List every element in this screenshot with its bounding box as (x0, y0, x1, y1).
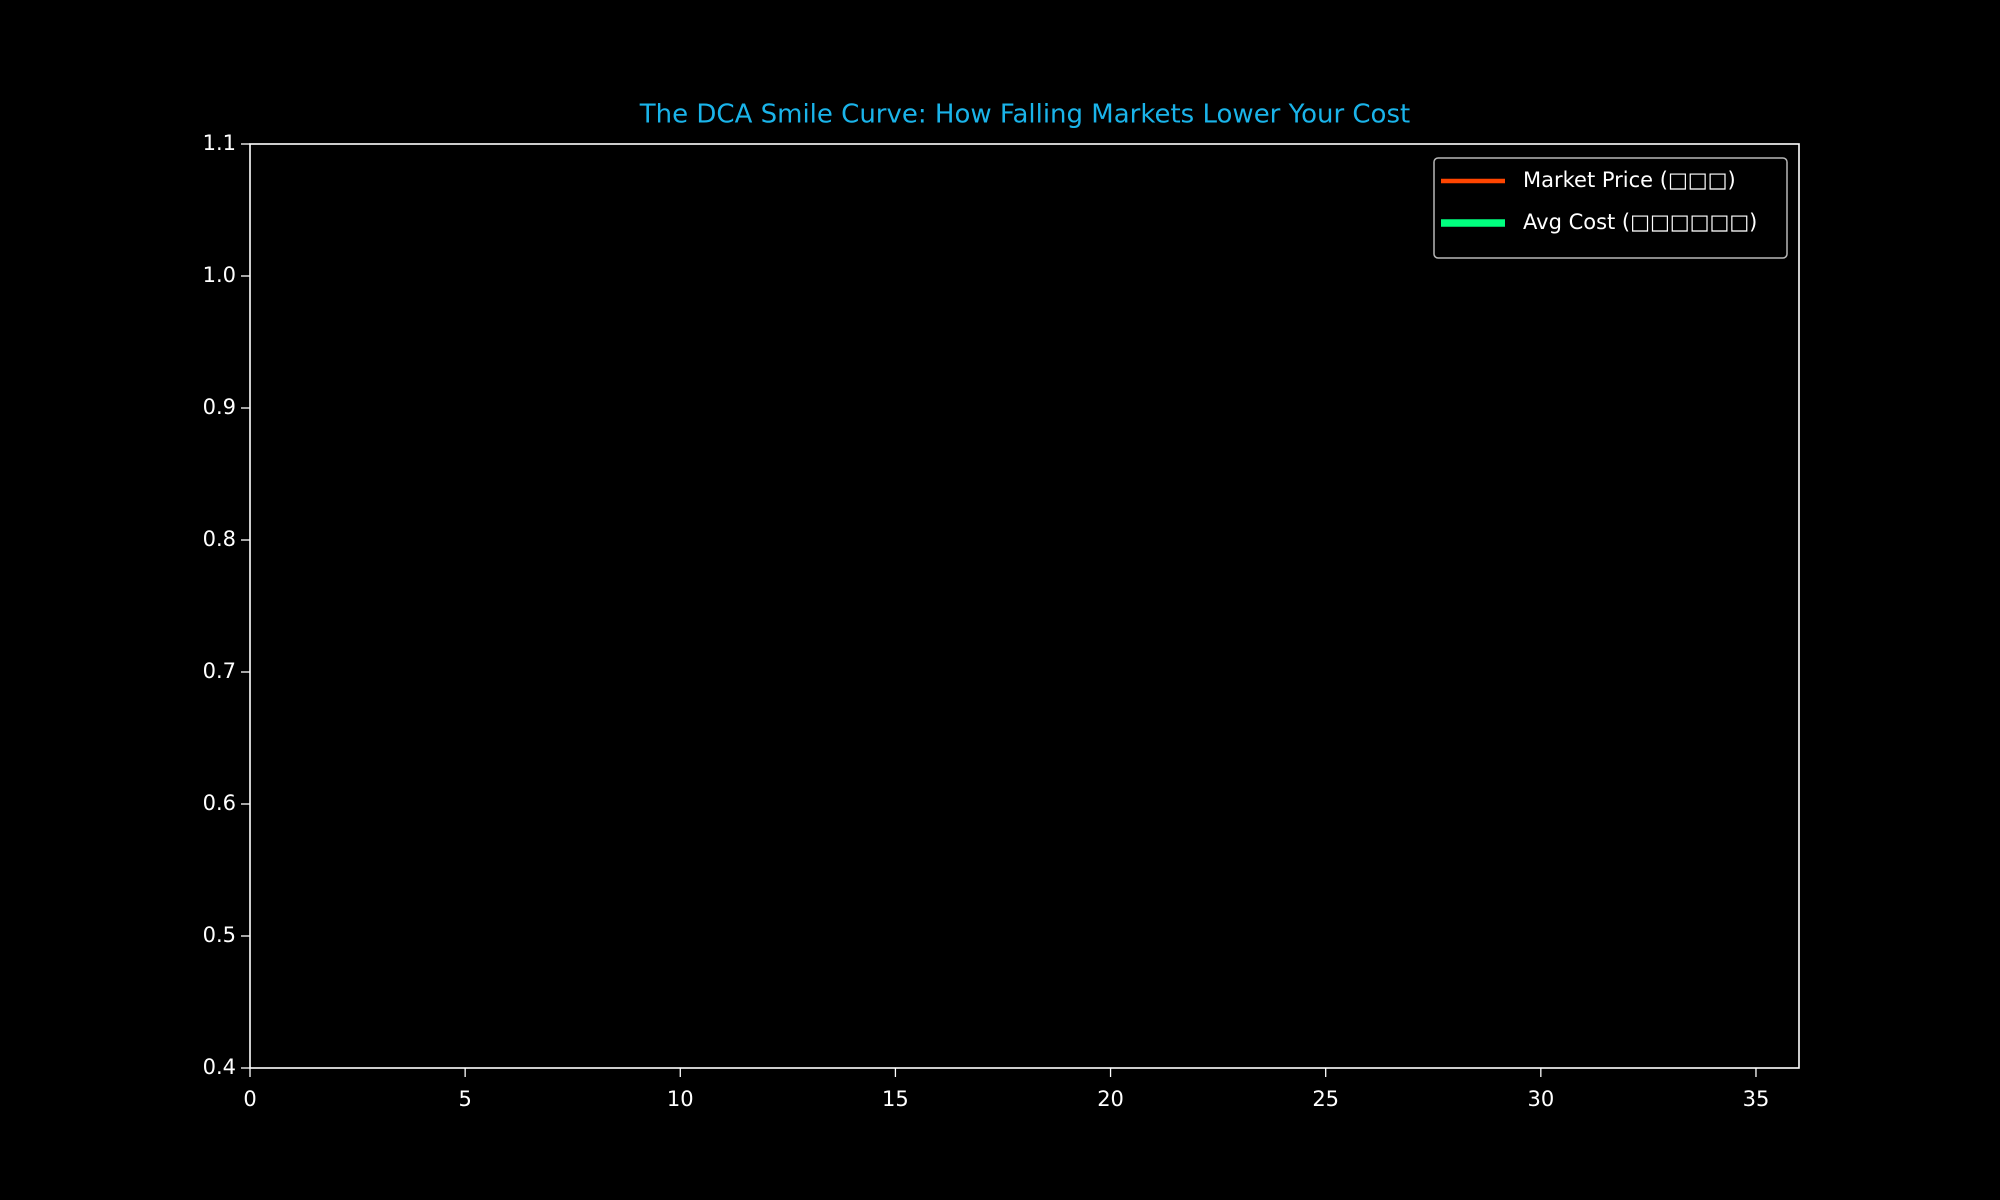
y-tick-label: 0.7 (203, 659, 236, 683)
legend-box (1433, 157, 1788, 259)
chart-title: The DCA Smile Curve: How Falling Markets… (639, 100, 1410, 130)
x-tick-label: 20 (1097, 1087, 1124, 1111)
legend-label: Market Price (□□□) (1523, 168, 1736, 192)
x-tick-label: 30 (1527, 1087, 1554, 1111)
y-tick-label: 1.1 (203, 131, 236, 155)
y-tick-label: 0.9 (203, 395, 236, 419)
y-tick-label: 0.6 (203, 791, 236, 815)
x-tick-label: 25 (1312, 1087, 1339, 1111)
legend-label: Avg Cost (□□□□□□) (1523, 210, 1757, 234)
y-tick-label: 0.4 (203, 1055, 236, 1079)
x-tick-label: 35 (1743, 1087, 1770, 1111)
y-tick-label: 0.8 (203, 527, 236, 551)
x-tick-label: 0 (243, 1087, 256, 1111)
plot-frame (249, 143, 1800, 1069)
y-tick-label: 1.0 (203, 263, 236, 287)
x-tick-label: 10 (667, 1087, 694, 1111)
x-tick-label: 5 (458, 1087, 471, 1111)
x-tick-label: 15 (882, 1087, 909, 1111)
y-tick-label: 0.5 (203, 923, 236, 947)
